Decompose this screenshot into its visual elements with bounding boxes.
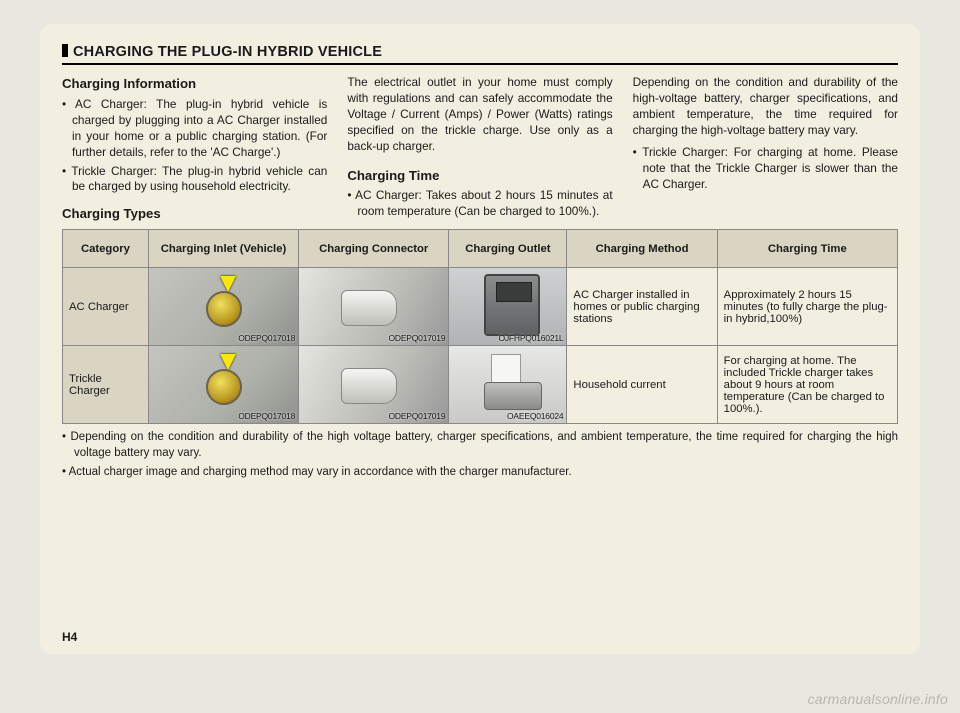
- charging-information-heading: Charging Information: [62, 75, 327, 93]
- cell-outlet-image: OJFHPQ016021L: [449, 268, 567, 346]
- cell-category: AC Charger: [63, 268, 149, 346]
- bullet-ac-time: • AC Charger: Takes about 2 hours 15 min…: [347, 188, 612, 220]
- connector-image-icon: ODEPQ017019: [299, 346, 448, 423]
- connector-image-icon: ODEPQ017019: [299, 268, 448, 345]
- cell-method: AC Charger installed in homes or public …: [567, 268, 717, 346]
- table-header-row: Category Charging Inlet (Vehicle) Chargi…: [63, 230, 898, 268]
- section-title: CHARGING THE PLUG-IN HYBRID VEHICLE: [62, 44, 898, 65]
- charging-time-heading: Charging Time: [347, 167, 612, 185]
- th-time: Charging Time: [717, 230, 897, 268]
- image-label: ODEPQ017019: [388, 333, 445, 343]
- arrow-down-icon: [220, 276, 236, 292]
- th-connector: Charging Connector: [299, 230, 449, 268]
- cell-connector-image: ODEPQ017019: [299, 268, 449, 346]
- cell-connector-image: ODEPQ017019: [299, 346, 449, 424]
- bullet-trickle-note: • Trickle Charger: For charging at home.…: [633, 145, 898, 193]
- section-title-text: CHARGING THE PLUG-IN HYBRID VEHICLE: [73, 44, 382, 60]
- charging-time-list: • AC Charger: Takes about 2 hours 15 min…: [347, 188, 612, 220]
- inlet-image-icon: ODEPQ017018: [149, 346, 298, 423]
- outlet-image-icon: OJFHPQ016021L: [449, 268, 566, 345]
- image-label: OAEEQ016024: [507, 411, 563, 421]
- cell-outlet-image: OAEEQ016024: [449, 346, 567, 424]
- text-columns: Charging Information • AC Charger: The p…: [62, 75, 898, 223]
- column-3: Depending on the condition and durabilit…: [633, 75, 898, 223]
- image-label: ODEPQ017019: [388, 411, 445, 421]
- image-label: ODEPQ017018: [238, 333, 295, 343]
- trickle-note-list: • Trickle Charger: For charging at home.…: [633, 145, 898, 193]
- condition-text: Depending on the condition and durabilit…: [633, 75, 898, 139]
- footnote-condition: • Depending on the condition and durabil…: [62, 430, 898, 461]
- watermark: carmanualsonline.info: [808, 691, 948, 707]
- bullet-trickle-charger: • Trickle Charger: The plug-in hybrid ve…: [62, 164, 327, 196]
- cell-inlet-image: ODEPQ017018: [148, 346, 298, 424]
- page-number: H4: [62, 630, 77, 644]
- manual-page: CHARGING THE PLUG-IN HYBRID VEHICLE Char…: [40, 24, 920, 654]
- title-bar-icon: [62, 44, 68, 57]
- th-category: Category: [63, 230, 149, 268]
- table-row: AC Charger ODEPQ017018 ODEPQ017019: [63, 268, 898, 346]
- charging-types-heading: Charging Types: [62, 205, 327, 223]
- column-1: Charging Information • AC Charger: The p…: [62, 75, 327, 223]
- cell-time: Approximately 2 hours 15 minutes (to ful…: [717, 268, 897, 346]
- inlet-image-icon: ODEPQ017018: [149, 268, 298, 345]
- image-label: ODEPQ017018: [238, 411, 295, 421]
- arrow-down-icon: [220, 354, 236, 370]
- footnote-actual-charger: • Actual charger image and charging meth…: [62, 465, 898, 481]
- cell-method: Household current: [567, 346, 717, 424]
- table-row: Trickle Charger ODEPQ017018 ODEPQ017019: [63, 346, 898, 424]
- column-2: The electrical outlet in your home must …: [347, 75, 612, 223]
- th-inlet: Charging Inlet (Vehicle): [148, 230, 298, 268]
- th-method: Charging Method: [567, 230, 717, 268]
- footnotes: • Depending on the condition and durabil…: [62, 430, 898, 481]
- charging-types-table: Category Charging Inlet (Vehicle) Chargi…: [62, 229, 898, 424]
- cell-category: Trickle Charger: [63, 346, 149, 424]
- cell-inlet-image: ODEPQ017018: [148, 268, 298, 346]
- outlet-compliance-text: The electrical outlet in your home must …: [347, 75, 612, 155]
- cell-time: For charging at home. The included Trick…: [717, 346, 897, 424]
- bullet-ac-charger: • AC Charger: The plug-in hybrid vehicle…: [62, 97, 327, 161]
- image-label: OJFHPQ016021L: [498, 333, 563, 343]
- outlet-image-icon: OAEEQ016024: [449, 346, 566, 423]
- th-outlet: Charging Outlet: [449, 230, 567, 268]
- charging-information-list: • AC Charger: The plug-in hybrid vehicle…: [62, 97, 327, 196]
